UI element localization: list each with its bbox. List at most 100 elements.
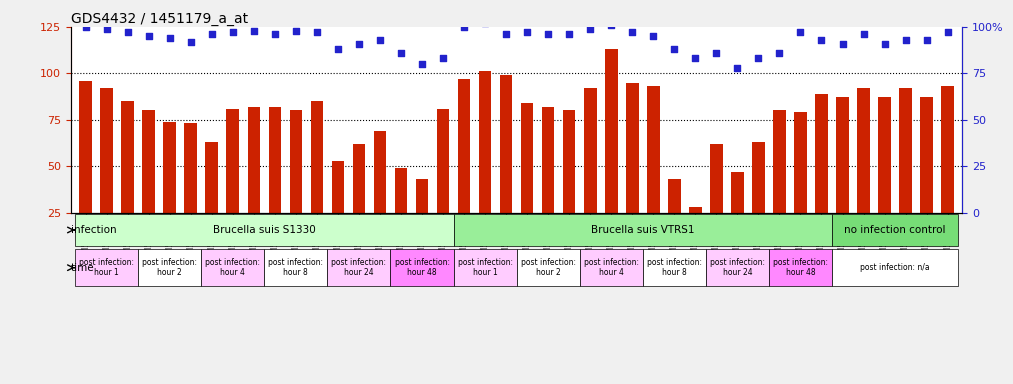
Point — [687, 55, 703, 61]
Bar — [794, 112, 806, 259]
Bar — [706, 213, 727, 240]
Bar — [100, 88, 113, 259]
Bar — [579, 213, 601, 240]
Bar — [773, 111, 786, 259]
Bar — [458, 79, 470, 259]
Point — [456, 24, 472, 30]
Bar — [415, 179, 428, 259]
Bar — [437, 109, 450, 259]
Point — [435, 55, 451, 61]
Bar — [306, 213, 327, 240]
Bar — [517, 213, 538, 240]
Bar — [118, 213, 138, 240]
Point — [603, 22, 619, 28]
Point — [182, 39, 199, 45]
Bar — [264, 213, 286, 240]
Bar — [622, 213, 643, 240]
FancyBboxPatch shape — [264, 250, 327, 286]
Point — [792, 30, 808, 36]
Bar — [143, 111, 155, 259]
Point — [98, 26, 114, 32]
Point — [624, 30, 640, 36]
Point — [835, 41, 851, 47]
Bar — [836, 98, 849, 259]
Point — [813, 37, 830, 43]
Bar — [227, 109, 239, 259]
FancyBboxPatch shape — [706, 250, 769, 286]
Point — [372, 37, 388, 43]
Bar — [857, 88, 870, 259]
Point — [477, 20, 493, 26]
Point — [667, 46, 683, 52]
Point — [561, 31, 577, 37]
Bar — [937, 213, 958, 240]
Text: post infection:
hour 2: post infection: hour 2 — [142, 258, 198, 277]
Bar — [96, 213, 118, 240]
Point — [288, 28, 304, 34]
Text: post infection:
hour 48: post infection: hour 48 — [394, 258, 450, 277]
Point — [78, 24, 94, 30]
Text: Brucella suis S1330: Brucella suis S1330 — [213, 225, 316, 235]
Point — [162, 35, 178, 41]
FancyBboxPatch shape — [390, 250, 454, 286]
Bar — [752, 142, 765, 259]
Bar — [538, 213, 559, 240]
Bar — [878, 98, 890, 259]
FancyBboxPatch shape — [454, 214, 832, 246]
Text: post infection: n/a: post infection: n/a — [860, 263, 930, 272]
Bar — [790, 213, 811, 240]
Text: post infection:
hour 8: post infection: hour 8 — [268, 258, 323, 277]
Bar — [731, 172, 744, 259]
Bar — [832, 213, 853, 240]
Bar — [685, 213, 706, 240]
Bar — [583, 88, 597, 259]
FancyBboxPatch shape — [138, 250, 202, 286]
Text: post infection:
hour 24: post infection: hour 24 — [710, 258, 765, 277]
Bar — [286, 213, 306, 240]
Point — [393, 50, 409, 56]
Point — [266, 31, 283, 37]
Text: Brucella suis VTRS1: Brucella suis VTRS1 — [591, 225, 695, 235]
FancyBboxPatch shape — [832, 214, 958, 246]
Bar — [563, 111, 575, 259]
Bar — [727, 213, 748, 240]
Bar — [895, 213, 916, 240]
Point — [120, 30, 136, 36]
Bar — [331, 161, 344, 259]
Bar — [374, 131, 386, 259]
Text: post infection:
hour 4: post infection: hour 4 — [206, 258, 260, 277]
Text: post infection:
hour 1: post infection: hour 1 — [79, 258, 134, 277]
Point — [582, 26, 599, 32]
Bar — [643, 213, 664, 240]
Bar — [668, 179, 681, 259]
Point — [540, 31, 556, 37]
Bar — [180, 213, 202, 240]
Bar — [411, 213, 433, 240]
Point — [898, 37, 914, 43]
FancyBboxPatch shape — [517, 250, 579, 286]
Bar — [647, 86, 659, 259]
Point — [225, 30, 241, 36]
Point — [204, 31, 220, 37]
Text: GDS4432 / 1451179_a_at: GDS4432 / 1451179_a_at — [71, 12, 248, 26]
Bar — [353, 144, 366, 259]
Bar — [327, 213, 348, 240]
Bar — [163, 122, 176, 259]
Point — [350, 41, 367, 47]
Point — [414, 61, 431, 67]
Bar — [348, 213, 370, 240]
Bar — [290, 111, 302, 259]
Bar — [853, 213, 874, 240]
Point — [519, 30, 535, 36]
Bar — [689, 207, 702, 259]
Text: infection: infection — [71, 225, 116, 235]
Bar — [542, 107, 554, 259]
Bar — [874, 213, 895, 240]
FancyBboxPatch shape — [75, 250, 138, 286]
Point — [246, 28, 262, 34]
Text: post infection:
hour 8: post infection: hour 8 — [647, 258, 702, 277]
Point — [771, 50, 787, 56]
Bar — [601, 213, 622, 240]
Text: no infection control: no infection control — [844, 225, 946, 235]
Point — [919, 37, 935, 43]
